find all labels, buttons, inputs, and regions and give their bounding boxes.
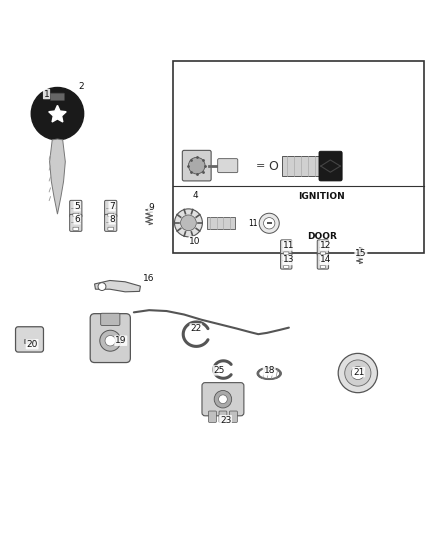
Text: 20: 20 xyxy=(26,340,38,349)
Circle shape xyxy=(264,217,275,229)
Circle shape xyxy=(219,395,227,403)
Circle shape xyxy=(345,360,371,386)
Text: 13: 13 xyxy=(283,255,295,264)
Polygon shape xyxy=(49,106,66,122)
FancyBboxPatch shape xyxy=(284,252,289,255)
Circle shape xyxy=(214,391,232,408)
FancyBboxPatch shape xyxy=(15,327,43,352)
Text: 5: 5 xyxy=(74,202,80,211)
Text: 22: 22 xyxy=(190,324,201,333)
FancyBboxPatch shape xyxy=(319,151,342,181)
Text: 21: 21 xyxy=(353,368,364,377)
Circle shape xyxy=(338,353,378,393)
FancyBboxPatch shape xyxy=(70,214,82,231)
Polygon shape xyxy=(95,280,141,292)
FancyBboxPatch shape xyxy=(50,93,64,101)
Circle shape xyxy=(98,282,106,290)
Text: 12: 12 xyxy=(320,241,332,250)
FancyBboxPatch shape xyxy=(317,253,328,269)
Circle shape xyxy=(174,209,202,237)
Text: O: O xyxy=(268,159,279,173)
Circle shape xyxy=(188,157,205,174)
Text: 8: 8 xyxy=(109,215,115,224)
Text: 11: 11 xyxy=(248,219,258,228)
FancyBboxPatch shape xyxy=(219,411,227,422)
Bar xyxy=(24,340,34,343)
FancyBboxPatch shape xyxy=(108,227,113,230)
Text: 4: 4 xyxy=(192,191,198,200)
Bar xyxy=(267,222,272,224)
Text: 18: 18 xyxy=(264,366,275,375)
FancyBboxPatch shape xyxy=(105,214,117,231)
FancyBboxPatch shape xyxy=(284,265,289,268)
Text: DOOR: DOOR xyxy=(307,232,336,241)
FancyBboxPatch shape xyxy=(230,411,237,422)
Circle shape xyxy=(259,213,279,233)
Text: 14: 14 xyxy=(320,255,332,264)
FancyBboxPatch shape xyxy=(317,240,328,256)
FancyBboxPatch shape xyxy=(70,200,82,217)
FancyBboxPatch shape xyxy=(281,240,292,256)
Text: 23: 23 xyxy=(220,416,231,425)
Ellipse shape xyxy=(31,87,84,140)
Text: 7: 7 xyxy=(109,202,115,211)
FancyBboxPatch shape xyxy=(218,159,238,173)
Polygon shape xyxy=(49,139,65,214)
Circle shape xyxy=(180,215,196,231)
Circle shape xyxy=(351,367,364,379)
FancyBboxPatch shape xyxy=(281,253,292,269)
FancyBboxPatch shape xyxy=(108,213,113,216)
Text: 19: 19 xyxy=(115,336,127,345)
Text: 1: 1 xyxy=(44,90,49,99)
Bar xyxy=(283,156,321,176)
FancyBboxPatch shape xyxy=(202,383,244,416)
FancyBboxPatch shape xyxy=(90,313,131,362)
FancyBboxPatch shape xyxy=(73,227,79,230)
Text: 16: 16 xyxy=(143,274,155,283)
FancyBboxPatch shape xyxy=(182,150,211,181)
FancyBboxPatch shape xyxy=(208,411,216,422)
Circle shape xyxy=(100,330,121,351)
Bar xyxy=(207,217,235,229)
FancyBboxPatch shape xyxy=(73,213,79,216)
Text: 2: 2 xyxy=(79,82,84,91)
Text: IGNITION: IGNITION xyxy=(298,192,345,201)
Text: 9: 9 xyxy=(148,203,154,212)
Text: 15: 15 xyxy=(355,249,367,258)
FancyBboxPatch shape xyxy=(101,313,120,326)
Bar xyxy=(173,61,424,253)
Text: 25: 25 xyxy=(213,366,225,375)
FancyBboxPatch shape xyxy=(320,265,325,268)
Text: =: = xyxy=(255,161,265,171)
Circle shape xyxy=(105,335,116,346)
FancyBboxPatch shape xyxy=(105,200,117,217)
FancyBboxPatch shape xyxy=(320,252,325,255)
Text: 10: 10 xyxy=(189,237,201,246)
Text: 11: 11 xyxy=(283,241,295,250)
Text: 6: 6 xyxy=(74,215,80,224)
